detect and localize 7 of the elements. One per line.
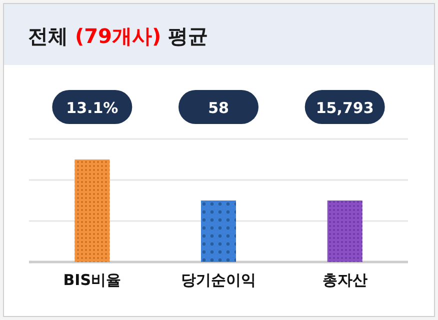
text: 58 — [208, 99, 229, 117]
x-tick-label: 총자산 — [322, 271, 368, 289]
chart-title: 전체 (79개사) 평균 — [28, 24, 208, 48]
text: 13.1% — [66, 99, 118, 117]
text: 15,793 — [316, 99, 374, 117]
x-tick-label: 당기순이익 — [181, 271, 256, 289]
x-tick-label: BIS비율 — [63, 271, 122, 289]
